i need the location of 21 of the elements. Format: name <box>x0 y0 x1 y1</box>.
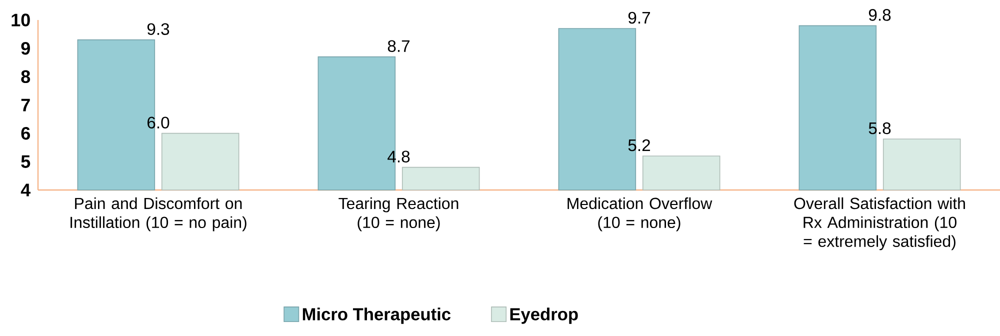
data-label: 4.8 <box>388 150 410 162</box>
data-label: 5.2 <box>628 139 650 152</box>
x-tick-label: Medication Overflow (10 = none) <box>568 197 712 232</box>
data-label: 9.7 <box>628 12 650 24</box>
data-label: 5.8 <box>868 122 891 134</box>
data-label: 6.0 <box>148 116 170 128</box>
data-label: 8.7 <box>388 40 410 52</box>
data-label: 9.8 <box>868 9 891 21</box>
y-tick-label: 10 <box>12 14 30 26</box>
y-tick-label: 9 <box>21 42 30 55</box>
x-tick-label: Overall Satisfaction with Rx Administration (10 = extremely satisfied) <box>794 197 965 250</box>
x-tick-label: Tearing Reaction (10 = none) <box>338 197 458 232</box>
y-tick-label: 8 <box>21 70 30 84</box>
y-tick-label: 4 <box>20 184 31 196</box>
y-tick-label: 6 <box>21 126 30 140</box>
data-label: 9.3 <box>147 23 170 35</box>
y-tick-label: 5 <box>21 155 30 168</box>
x-tick-label: Pain and Discomfort on Instillation (10 = no pain) <box>70 197 246 232</box>
legend-label: Eyedrop <box>510 308 578 324</box>
legend-label: Micro Therapeutic <box>302 308 451 324</box>
y-tick-label: 7 <box>21 98 30 112</box>
